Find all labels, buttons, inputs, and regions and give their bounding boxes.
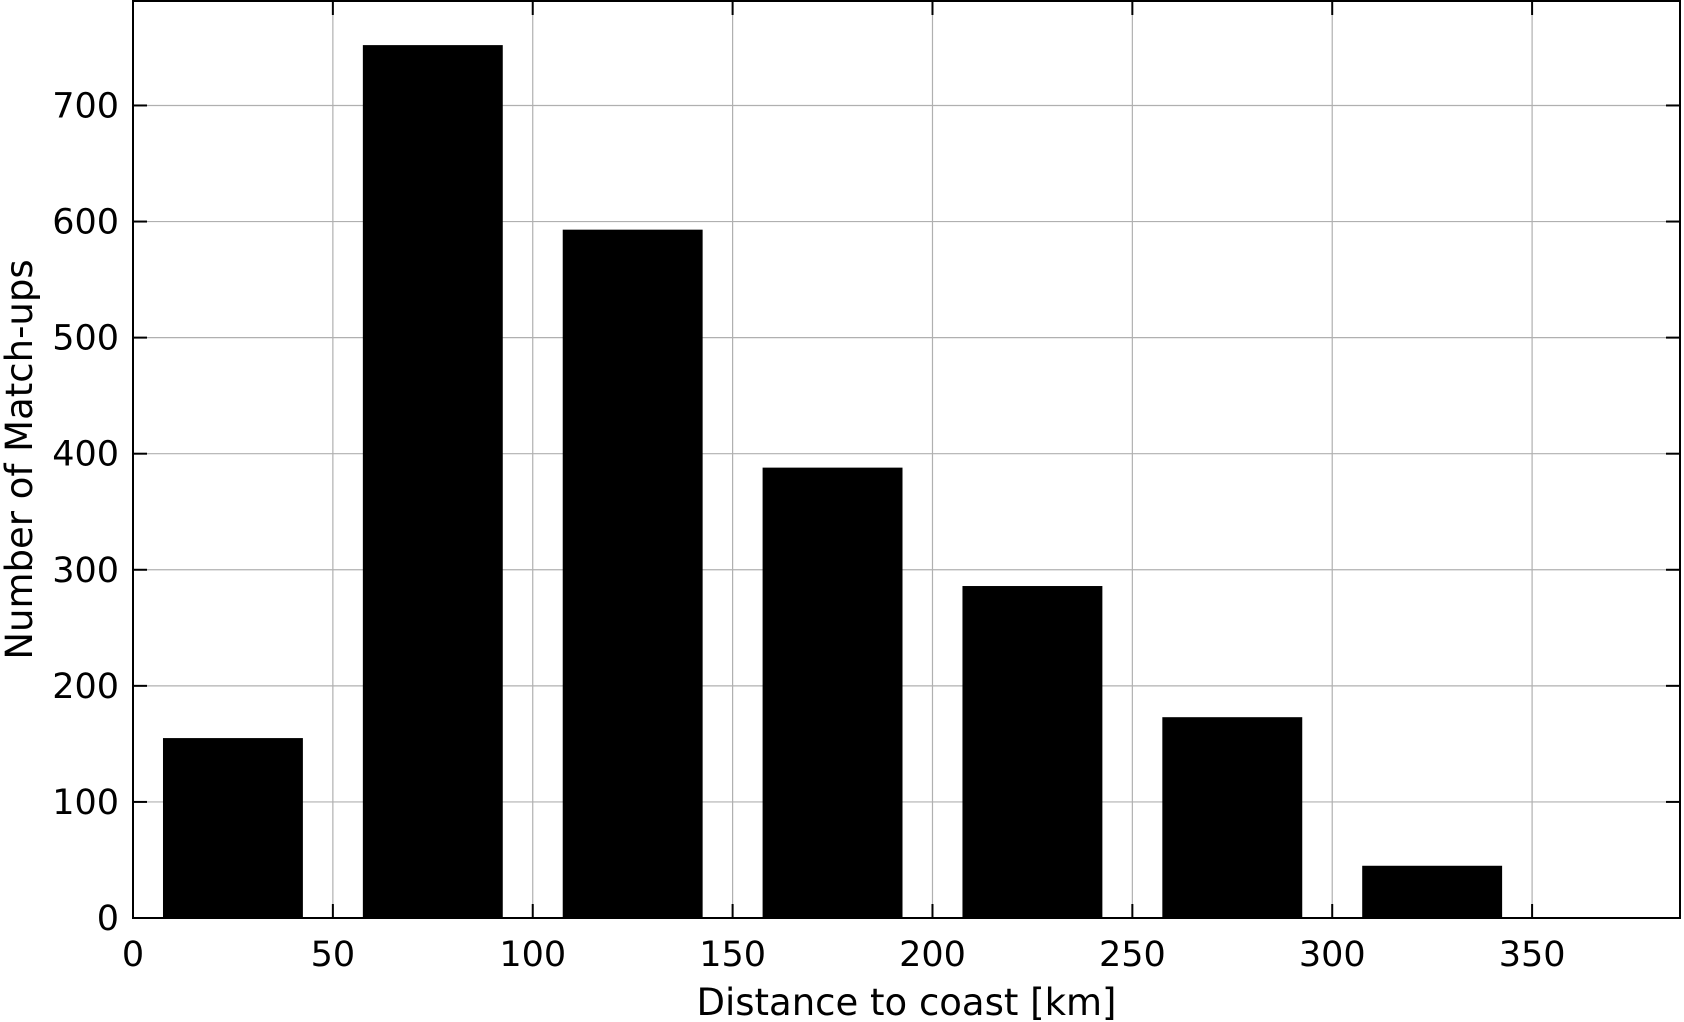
x-tick-labels: 0 50 100 150 200 250 300 350 — [122, 935, 1566, 975]
bar — [762, 467, 903, 918]
x-axis-title: Distance to coast [km] — [697, 981, 1117, 1022]
bars — [162, 45, 1503, 918]
bar — [1362, 865, 1503, 918]
x-tick-label: 150 — [699, 935, 766, 975]
x-tick-label: 350 — [1499, 935, 1566, 975]
x-tick-label: 200 — [899, 935, 966, 975]
y-tick-label: 700 — [52, 86, 119, 126]
x-tick-label: 300 — [1299, 935, 1366, 975]
y-tick-label: 500 — [52, 319, 119, 359]
plot-frame — [132, 0, 1681, 919]
bar — [162, 738, 303, 918]
y-tick-labels: 0 100 200 300 400 500 600 700 — [52, 86, 119, 939]
y-tick-label: 200 — [52, 667, 119, 707]
bar — [362, 45, 503, 918]
x-tick-label: 50 — [311, 935, 356, 975]
y-axis-title: Number of Match-ups — [0, 259, 41, 659]
y-tick-label: 400 — [52, 435, 119, 475]
y-tick-label: 600 — [52, 203, 119, 243]
x-tick-label: 100 — [499, 935, 566, 975]
x-tick-label: 0 — [122, 935, 144, 975]
y-tick-label: 300 — [52, 551, 119, 591]
bar — [1162, 717, 1303, 918]
y-tick-label: 100 — [52, 783, 119, 823]
x-tick-label: 250 — [1099, 935, 1166, 975]
bar — [562, 229, 703, 918]
bar — [962, 586, 1103, 918]
y-tick-label: 0 — [97, 899, 119, 939]
